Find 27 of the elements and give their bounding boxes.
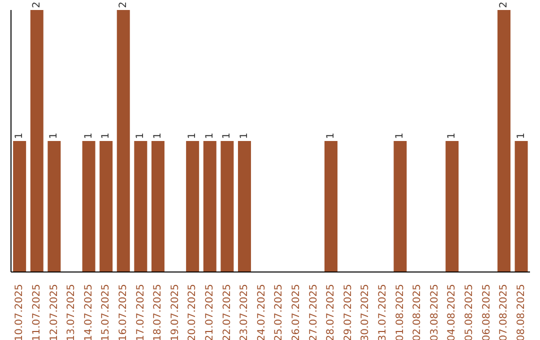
x-tick-label: 14.07.2025 [83,284,94,340]
x-tick-label: 17.07.2025 [135,284,146,340]
x-tick-label: 13.07.2025 [66,284,78,340]
data-label: 2 [118,2,129,8]
data-label: 2 [498,2,510,8]
x-tick-label: 10.07.2025 [14,284,26,340]
data-label: 1 [83,132,94,139]
data-label: 2 [31,2,42,8]
data-label: 1 [516,132,527,139]
data-label: 1 [222,132,233,139]
data-label: 1 [238,132,250,139]
x-tick-label: 15.07.2025 [100,284,112,340]
data-label: 1 [187,132,198,139]
data-label: 1 [152,132,164,139]
data-label: 1 [100,132,112,139]
data-label: 1 [135,132,146,139]
x-tick-label: 12.07.2025 [48,284,60,340]
x-tick-label: 16.07.2025 [118,284,129,340]
data-label: 1 [14,132,26,139]
data-label: 1 [204,132,216,139]
x-tick-label: 18.07.2025 [152,284,164,340]
data-label: 1 [394,132,406,139]
x-tick-label: 19.07.2025 [170,284,181,340]
data-label: 1 [446,132,458,139]
data-label: 1 [48,132,60,139]
x-tick-label: 11.07.2025 [31,284,42,340]
data-label: 1 [325,132,336,139]
